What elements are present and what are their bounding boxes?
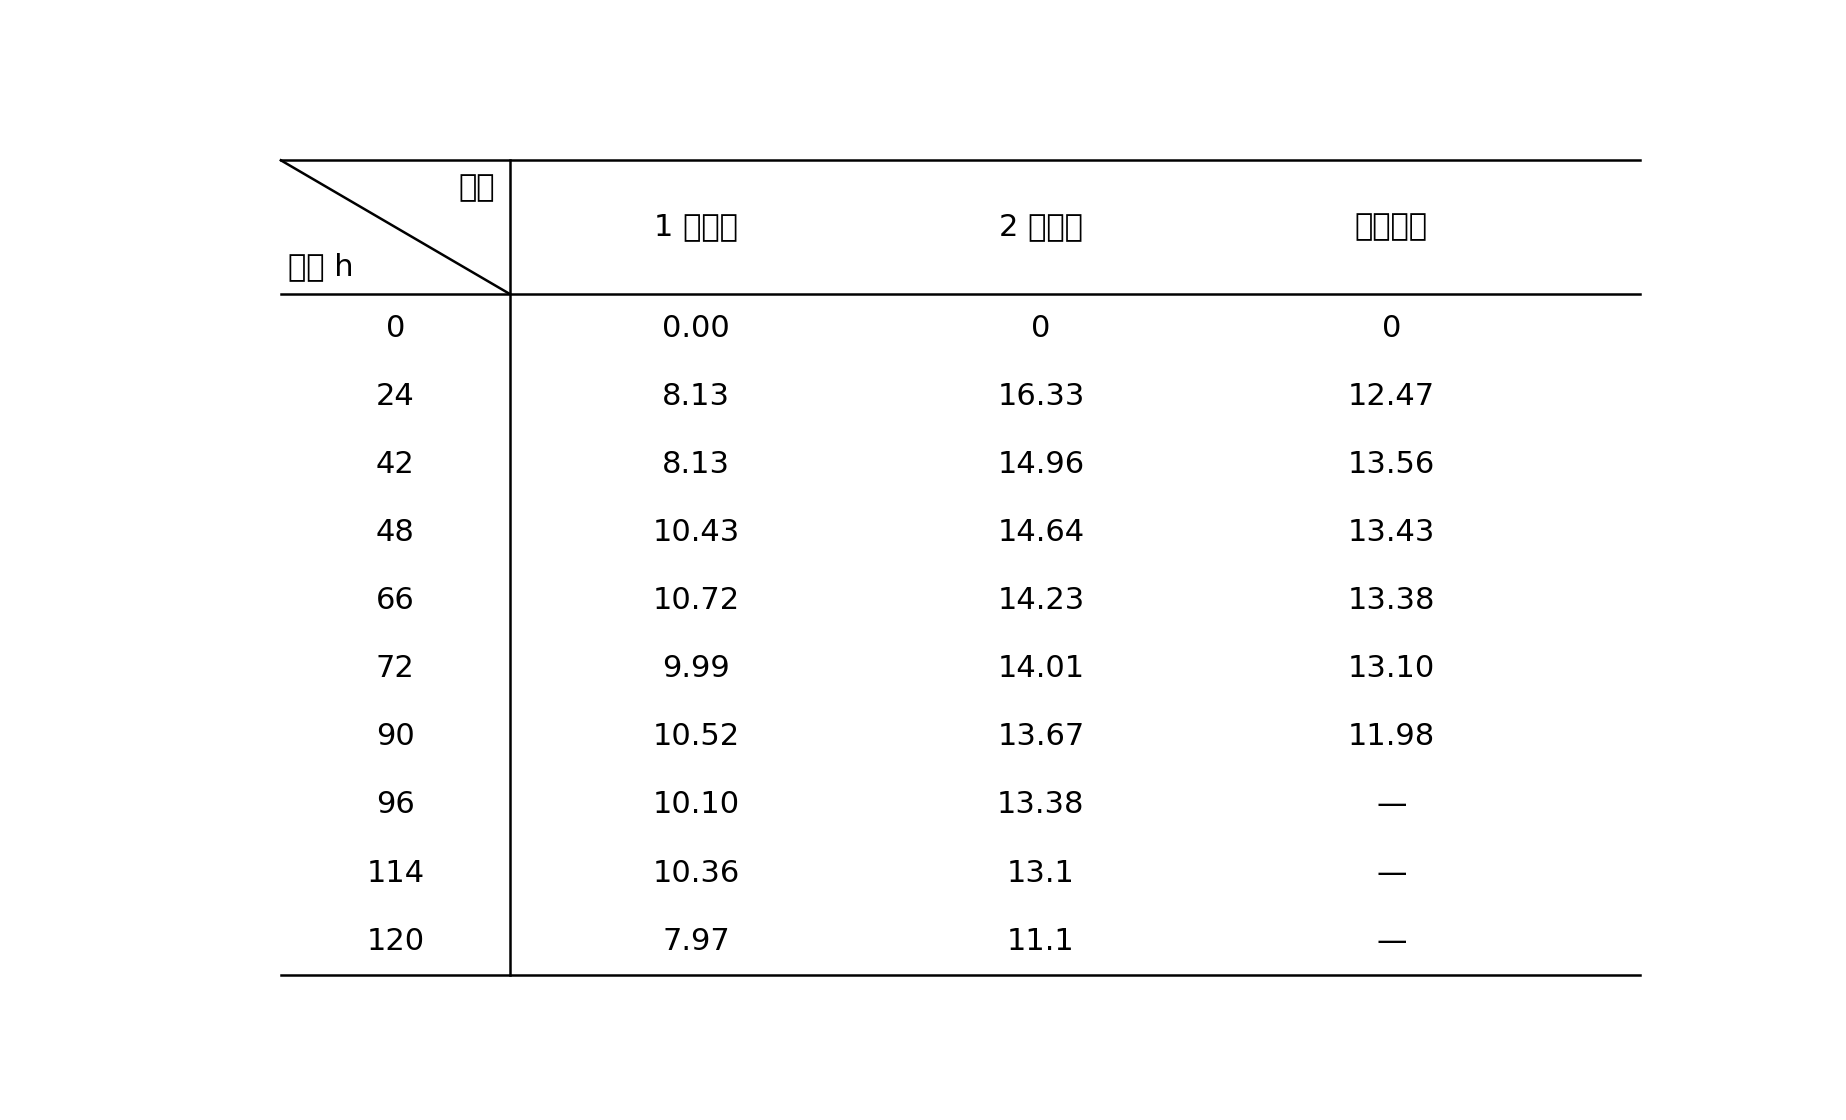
- Text: 时间 h: 时间 h: [288, 252, 354, 281]
- Text: 0: 0: [386, 314, 404, 343]
- Text: 14.23: 14.23: [997, 586, 1085, 615]
- Text: 13.38: 13.38: [997, 791, 1085, 820]
- Text: 14.64: 14.64: [997, 517, 1084, 547]
- Text: 菌种: 菌种: [460, 174, 495, 203]
- Text: 0: 0: [1381, 314, 1401, 343]
- Text: 13.43: 13.43: [1348, 517, 1434, 547]
- Text: 10.10: 10.10: [653, 791, 740, 820]
- Text: 7.97: 7.97: [663, 926, 729, 955]
- Text: 三台酒厂: 三台酒厂: [1355, 213, 1427, 242]
- Text: 8.13: 8.13: [663, 382, 731, 411]
- Text: 24: 24: [377, 382, 415, 411]
- Text: 16.33: 16.33: [997, 382, 1085, 411]
- Text: 14.01: 14.01: [997, 654, 1084, 683]
- Text: 13.38: 13.38: [1348, 586, 1434, 615]
- Text: 13.67: 13.67: [997, 722, 1085, 752]
- Text: 12.47: 12.47: [1348, 382, 1434, 411]
- Text: 10.36: 10.36: [653, 859, 740, 887]
- Text: 90: 90: [377, 722, 415, 752]
- Text: —: —: [1375, 859, 1407, 887]
- Text: —: —: [1375, 926, 1407, 955]
- Text: 42: 42: [377, 450, 415, 478]
- Text: 120: 120: [366, 926, 425, 955]
- Text: 13.1: 13.1: [1006, 859, 1074, 887]
- Text: 11.1: 11.1: [1008, 926, 1074, 955]
- Text: 72: 72: [377, 654, 415, 683]
- Text: 2 号菌株: 2 号菌株: [999, 213, 1084, 242]
- Text: 1 号菌株: 1 号菌株: [653, 213, 738, 242]
- Text: 13.10: 13.10: [1348, 654, 1434, 683]
- Text: 8.13: 8.13: [663, 450, 731, 478]
- Text: 96: 96: [377, 791, 415, 820]
- Text: 10.72: 10.72: [653, 586, 740, 615]
- Text: —: —: [1375, 791, 1407, 820]
- Text: 14.96: 14.96: [997, 450, 1084, 478]
- Text: 11.98: 11.98: [1348, 722, 1434, 752]
- Text: 13.56: 13.56: [1348, 450, 1434, 478]
- Text: 0.00: 0.00: [663, 314, 729, 343]
- Text: 114: 114: [366, 859, 425, 887]
- Text: 66: 66: [377, 586, 415, 615]
- Text: 9.99: 9.99: [663, 654, 729, 683]
- Text: 10.52: 10.52: [653, 722, 740, 752]
- Text: 0: 0: [1032, 314, 1050, 343]
- Text: 10.43: 10.43: [653, 517, 740, 547]
- Text: 48: 48: [377, 517, 415, 547]
